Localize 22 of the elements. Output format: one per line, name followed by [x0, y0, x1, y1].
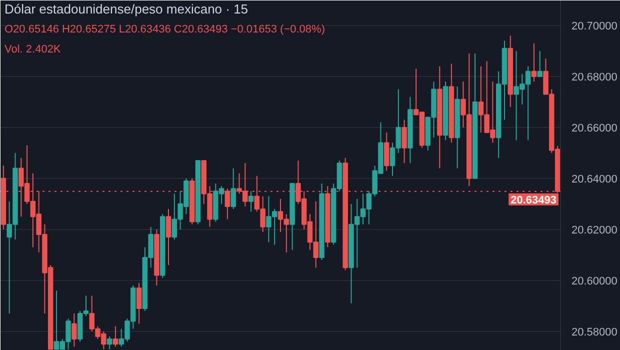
y-tick-label: 20.68000 [572, 71, 618, 84]
candlestick [112, 326, 118, 348]
candlestick [72, 313, 77, 348]
chart-title: Dólar estadounidense/peso mexicano · 15 [4, 2, 248, 16]
y-tick-label: 20.66000 [572, 122, 618, 134]
y-tick-label: 20.64000 [572, 173, 618, 186]
y-tick-label: 20.60000 [572, 275, 618, 288]
annotation: Vol. 2.402K [4, 44, 62, 56]
candlestick [136, 282, 142, 324]
candlestick [384, 132, 390, 172]
y-tick-label: 20.62000 [572, 224, 618, 236]
candlestick [537, 50, 542, 77]
candlestick [248, 190, 254, 212]
candlestick [531, 42, 537, 82]
annotation: O20.65146 H20.65275 L20.63436 C20.63493 −0.01653 (−0.08%) [4, 24, 325, 36]
y-tick-label: 20.58000 [572, 326, 618, 338]
candlestick [230, 168, 236, 210]
ref-line-label: 20.63493 [510, 194, 557, 206]
candlestick [402, 119, 407, 164]
candlestick [106, 336, 112, 350]
candlestick [166, 208, 172, 266]
y-tick-label: 20.70000 [572, 20, 618, 32]
